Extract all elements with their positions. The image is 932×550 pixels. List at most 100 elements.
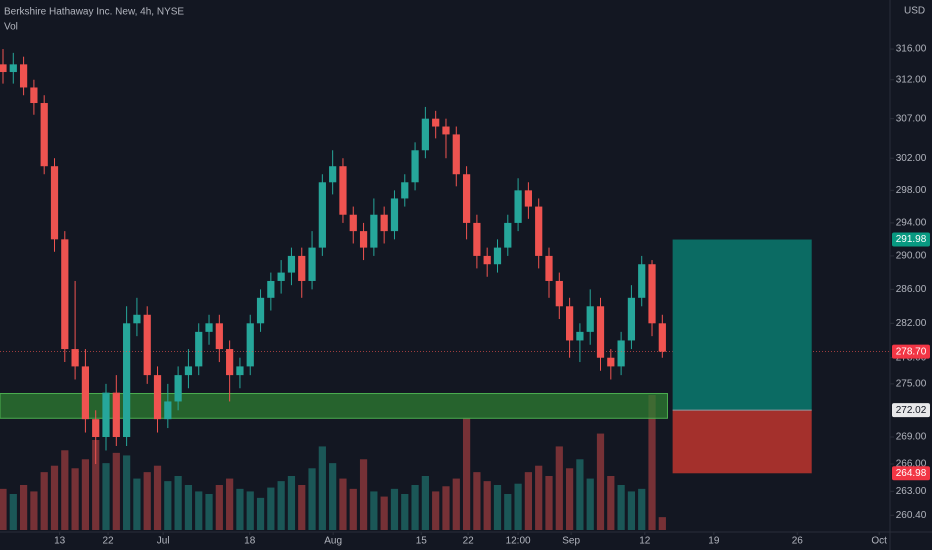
volume-bar [153,465,162,530]
volume-bar [9,494,17,530]
candle-body [576,331,584,341]
last-price-badge-label: 278.70 [896,346,927,357]
volume-bar [524,472,533,530]
candle-body [586,306,594,332]
volume-bar [298,485,306,530]
candle-body [123,323,131,438]
entry-badge [892,403,930,418]
volume-bar [576,459,584,530]
candle-body [81,366,90,420]
candle-body [545,255,553,281]
stop-badge [892,466,930,481]
volume-bar [318,446,326,530]
candle-body [411,150,419,183]
candle-body [380,214,388,232]
volume-bar [71,468,79,530]
volume-bar [81,459,90,530]
candle-body [514,190,522,223]
candle-body [318,182,326,248]
y-tick-label: 269.00 [896,432,927,443]
volume-pane-label: Vol [4,22,18,33]
candle-body [287,255,296,273]
volume-bar [658,517,666,530]
support-zone [0,393,668,419]
candle-body [30,87,38,104]
volume-bar [514,483,522,530]
candle-body [153,375,162,420]
candle-body [19,64,28,88]
entry-badge-label: 272.02 [896,405,927,416]
volume-bar [123,455,131,530]
candle-body [102,392,110,438]
volume-bar [493,485,502,530]
candle-body [256,297,265,324]
candle-body [349,214,357,232]
candle-body [504,222,512,248]
currency-label: USD [904,6,925,17]
volume-bar [411,485,419,530]
y-tick-label: 282.00 [896,318,927,329]
x-tick-label: 22 [103,536,115,547]
candle-body [226,349,234,376]
x-tick-label: Jul [157,536,170,547]
chart-title: Berkshire Hathaway Inc. New, 4h, NYSE [4,7,184,18]
candle-body [658,323,666,352]
x-tick-label: 26 [792,536,804,547]
candle-body [308,247,316,281]
volume-bar [267,487,275,530]
candle-body [329,166,337,183]
candle-body [638,264,646,298]
y-tick-label: 316.00 [896,44,927,55]
candle-body [277,272,285,281]
volume-bar [349,488,357,530]
volume-bar [617,485,625,530]
volume-bar [287,476,296,530]
volume-bar [215,485,223,530]
volume-bar [483,481,491,530]
volume-bar [421,476,429,530]
candle-body [195,331,203,367]
x-tick-label: Aug [324,536,342,547]
volume-bar [277,481,285,530]
volume-bar [596,433,605,530]
volume-bar [565,468,574,530]
volume-bar [102,463,110,530]
candle-body [133,314,141,324]
volume-bar [30,491,38,530]
candle-body [205,323,213,332]
x-tick-label: 15 [416,536,428,547]
volume-bar [442,486,450,530]
volume-bar [184,485,193,530]
position-target [672,239,812,411]
x-tick-label: 12:00 [506,536,531,547]
x-tick-label: 18 [244,536,256,547]
volume-bar [607,476,615,530]
candle-body [565,306,574,341]
candle-body [267,280,275,298]
candle-body [246,323,254,367]
candle-body [61,239,69,350]
volume-bar [638,488,646,530]
y-tick-label: 294.00 [896,218,927,229]
volume-bar [432,491,440,530]
candle-body [370,214,378,248]
volume-bar [205,494,213,530]
candle-body [184,366,193,376]
candle-body [607,357,615,367]
volume-bar [133,478,141,530]
volume-bar [19,485,28,530]
volume-bar [0,488,7,530]
stop-badge-label: 264.98 [896,468,927,479]
y-tick-label: 290.00 [896,251,927,262]
candle-body [442,126,450,135]
candle-body [298,255,306,281]
volume-bar [555,446,563,530]
volume-bar [535,465,543,530]
candle-body [236,366,244,376]
volume-bar [50,465,59,530]
y-tick-label: 302.00 [896,153,927,164]
volume-bar [401,494,409,530]
candle-body [390,198,399,232]
volume-bar [164,481,172,530]
